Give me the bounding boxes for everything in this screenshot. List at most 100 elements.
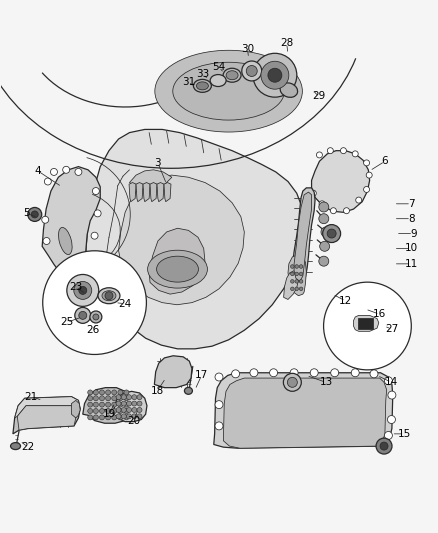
- Ellipse shape: [59, 228, 72, 255]
- Ellipse shape: [173, 62, 284, 120]
- Circle shape: [132, 395, 137, 400]
- Circle shape: [324, 282, 411, 370]
- Ellipse shape: [157, 256, 198, 282]
- Circle shape: [340, 148, 346, 154]
- Polygon shape: [358, 318, 373, 329]
- Text: 23: 23: [69, 281, 82, 292]
- Circle shape: [319, 201, 325, 207]
- Circle shape: [93, 396, 99, 401]
- Circle shape: [316, 152, 322, 158]
- Text: 15: 15: [398, 429, 411, 439]
- Text: 21: 21: [25, 392, 38, 402]
- Circle shape: [31, 211, 38, 218]
- Ellipse shape: [210, 75, 226, 86]
- Circle shape: [121, 414, 126, 419]
- Ellipse shape: [194, 79, 212, 92]
- Circle shape: [105, 292, 113, 300]
- Polygon shape: [136, 183, 143, 201]
- Circle shape: [99, 396, 105, 401]
- Circle shape: [88, 390, 93, 395]
- Circle shape: [116, 401, 121, 406]
- Circle shape: [137, 407, 142, 413]
- Circle shape: [290, 265, 294, 268]
- Circle shape: [75, 308, 91, 324]
- Circle shape: [106, 396, 110, 401]
- Ellipse shape: [11, 442, 21, 449]
- Circle shape: [331, 369, 339, 377]
- Circle shape: [88, 396, 93, 401]
- Circle shape: [351, 369, 359, 377]
- Text: 4: 4: [35, 166, 41, 176]
- Circle shape: [261, 61, 289, 89]
- Ellipse shape: [148, 250, 208, 288]
- Text: 12: 12: [339, 296, 352, 306]
- Text: 6: 6: [381, 156, 388, 166]
- Polygon shape: [119, 175, 244, 305]
- Circle shape: [118, 415, 123, 420]
- Circle shape: [94, 210, 101, 217]
- Circle shape: [290, 287, 294, 290]
- Circle shape: [124, 415, 129, 420]
- Circle shape: [106, 415, 110, 420]
- Text: 14: 14: [385, 377, 398, 387]
- Polygon shape: [113, 391, 147, 422]
- Text: 24: 24: [119, 298, 132, 309]
- Circle shape: [290, 280, 294, 283]
- Text: 7: 7: [408, 199, 414, 209]
- Text: 29: 29: [312, 92, 325, 101]
- Circle shape: [93, 408, 99, 414]
- Circle shape: [93, 314, 99, 320]
- Circle shape: [91, 232, 98, 239]
- Text: 13: 13: [319, 377, 332, 387]
- Circle shape: [42, 216, 49, 223]
- Circle shape: [124, 396, 129, 401]
- Circle shape: [43, 251, 146, 354]
- Circle shape: [132, 414, 137, 419]
- Circle shape: [99, 408, 105, 414]
- Circle shape: [132, 407, 137, 413]
- Circle shape: [106, 390, 110, 395]
- Circle shape: [127, 395, 131, 400]
- Circle shape: [93, 415, 99, 420]
- Circle shape: [376, 438, 392, 454]
- Circle shape: [112, 415, 117, 420]
- Circle shape: [295, 287, 299, 290]
- Polygon shape: [14, 397, 80, 418]
- Text: 27: 27: [385, 324, 399, 334]
- Circle shape: [299, 272, 303, 276]
- Circle shape: [299, 265, 303, 268]
- Polygon shape: [71, 400, 80, 418]
- Circle shape: [215, 373, 223, 381]
- Polygon shape: [74, 280, 92, 301]
- Circle shape: [295, 272, 299, 276]
- Circle shape: [356, 197, 362, 203]
- Circle shape: [232, 370, 240, 378]
- Circle shape: [310, 369, 318, 377]
- Ellipse shape: [98, 288, 120, 304]
- Circle shape: [124, 390, 129, 395]
- Circle shape: [246, 66, 257, 76]
- Circle shape: [99, 390, 105, 395]
- Circle shape: [116, 407, 121, 413]
- Circle shape: [299, 287, 303, 290]
- Circle shape: [364, 160, 370, 166]
- Circle shape: [127, 401, 131, 406]
- Circle shape: [330, 208, 336, 214]
- Circle shape: [250, 369, 258, 377]
- Circle shape: [63, 166, 70, 173]
- Ellipse shape: [102, 290, 116, 301]
- Circle shape: [88, 408, 93, 414]
- Circle shape: [320, 241, 330, 251]
- Polygon shape: [288, 255, 306, 296]
- Circle shape: [352, 151, 358, 157]
- Circle shape: [93, 390, 99, 395]
- Circle shape: [343, 208, 350, 214]
- Circle shape: [215, 422, 223, 430]
- Text: 31: 31: [182, 77, 195, 86]
- Circle shape: [327, 148, 333, 154]
- Circle shape: [215, 401, 223, 409]
- Circle shape: [112, 408, 117, 414]
- Polygon shape: [83, 387, 133, 423]
- Text: 5: 5: [24, 208, 30, 219]
- Circle shape: [323, 224, 341, 243]
